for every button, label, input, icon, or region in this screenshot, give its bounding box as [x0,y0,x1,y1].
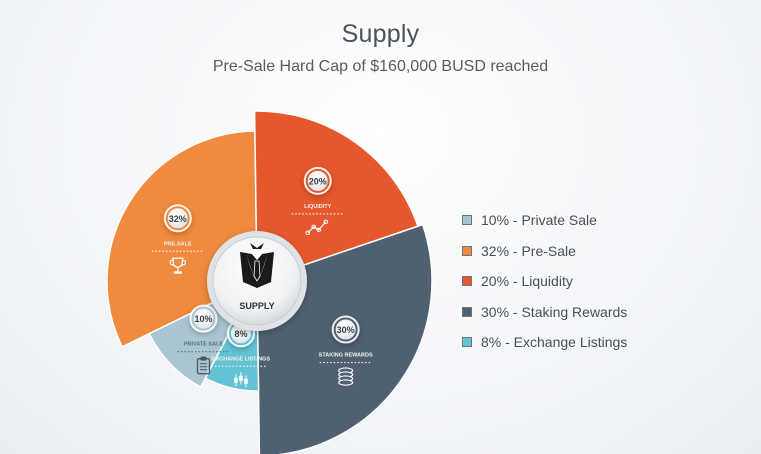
percent-label: 32% [169,214,187,224]
percent-badge: 32% [163,204,192,233]
slice-label: LIQUIDITY [304,204,332,210]
slice-label: STAKING REWARDS [319,353,373,359]
center-label: SUPPLY [239,301,274,311]
legend-item-pre-sale: 32% - Pre-Sale [462,236,627,267]
legend-label: 8% - Exchange Listings [481,334,628,351]
clipboard-icon [196,356,211,375]
percent-label: 30% [337,325,355,335]
coin-stack-icon [338,367,354,386]
percent-badge: 10% [189,304,218,333]
slice-label: EXCHANGE LISTINGS [212,356,270,362]
legend-item-liquidity: 20% - Liquidity [462,266,627,297]
chart-legend: 10% - Private Sale 32% - Pre-Sale 20% - Li… [462,205,627,358]
slice-label: PRE-SALE [164,241,192,247]
slice-label: PRIVATE SALE [184,342,224,348]
legend-item-staking-rewards: 30% - Staking Rewards [462,297,627,328]
legend-item-exchange-listings: 8% - Exchange Listings [462,327,627,358]
legend-label: 10% - Private Sale [481,212,597,229]
chart-subtitle: Pre-Sale Hard Cap of $160,000 BUSD reach… [212,58,549,75]
line-chart-icon [305,219,329,236]
candlestick-icon [234,372,248,388]
legend-swatch [462,276,472,287]
pie-slice-liquidity [253,110,419,283]
legend-swatch [462,337,472,348]
legend-label: 20% - Liquidity [481,273,573,290]
legend-label: 32% - Pre-Sale [481,242,576,259]
center-hub: SUPPLY [207,231,307,331]
percent-badge: 30% [331,315,360,344]
legend-swatch [462,245,472,256]
legend-label: 30% - Staking Rewards [481,303,628,320]
percent-label: 10% [194,314,212,324]
legend-item-private-sale: 10% - Private Sale [462,205,627,236]
legend-swatch [462,215,472,226]
legend-swatch [462,306,472,317]
suit-tie-logo-icon [240,243,274,288]
percent-label: 20% [309,176,327,186]
trophy-icon [169,257,186,274]
percent-label: 8% [234,329,247,339]
chart-title: Supply [341,20,420,48]
percent-badge: 20% [303,166,332,195]
